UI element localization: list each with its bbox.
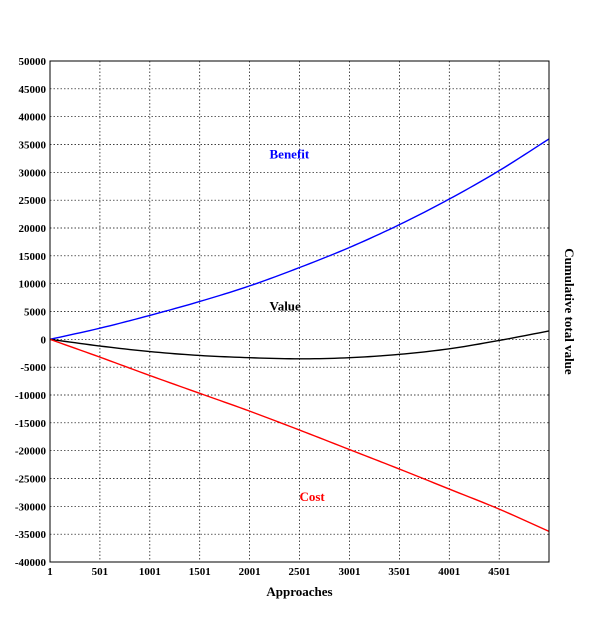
y-tick-label: 40000 — [19, 112, 47, 124]
y-tick-label: -25000 — [15, 474, 47, 486]
y-tick-label: -5000 — [20, 362, 46, 374]
plot-frame — [49, 60, 550, 563]
series-line-cost — [49, 338, 550, 533]
grid — [50, 61, 549, 562]
y-axis-title: Cumulative total value — [562, 248, 577, 375]
y-tick-label: 30000 — [19, 167, 47, 179]
series-label-value: Value — [270, 298, 302, 313]
y-tick-label: -15000 — [15, 418, 47, 430]
series-lines — [49, 138, 550, 533]
y-tick-label: 5000 — [24, 307, 47, 319]
tick-labels: 1 501 1001 1501 2001 2501 3001 3501 4001 45015000… — [15, 56, 510, 578]
series-label-benefit: Benefit — [270, 146, 310, 161]
x-tick-label: 1 — [47, 566, 53, 578]
y-tick-label: 45000 — [19, 84, 47, 96]
series-line-benefit — [49, 138, 550, 341]
y-tick-label: -30000 — [15, 501, 47, 513]
y-tick-label: -10000 — [15, 390, 47, 402]
x-tick-label: 4001 — [438, 566, 460, 578]
series-label-cost: Cost — [299, 489, 325, 504]
x-axis-title: Approaches — [266, 584, 332, 599]
x-tick-label: 2001 — [239, 566, 261, 578]
y-tick-label: 15000 — [19, 251, 47, 263]
x-tick-label: 3001 — [338, 566, 360, 578]
x-tick-label: 1001 — [139, 566, 161, 578]
y-tick-label: 50000 — [19, 56, 47, 68]
x-tick-label: 2501 — [289, 566, 311, 578]
y-tick-label: -20000 — [15, 446, 47, 458]
y-tick-label: 0 — [41, 334, 47, 346]
y-tick-label: 35000 — [19, 140, 47, 152]
x-tick-label: 3501 — [388, 566, 410, 578]
y-tick-label: 10000 — [19, 279, 47, 291]
series-line-value — [49, 330, 550, 360]
x-tick-label: 1501 — [189, 566, 211, 578]
x-tick-label: 501 — [92, 566, 109, 578]
series-labels: Benefit Value Cost — [270, 146, 326, 503]
y-tick-label: 25000 — [19, 195, 47, 207]
y-tick-label: 20000 — [19, 223, 47, 235]
y-tick-label: -40000 — [15, 557, 47, 569]
x-tick-label: 4501 — [488, 566, 510, 578]
y-tick-label: -35000 — [15, 529, 47, 541]
